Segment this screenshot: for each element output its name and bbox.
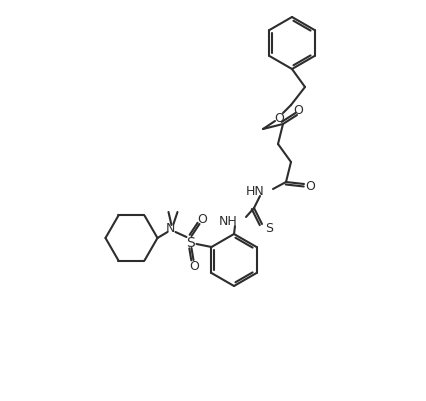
Text: S: S bbox=[265, 222, 272, 235]
Text: S: S bbox=[186, 235, 194, 249]
Text: NH: NH bbox=[219, 215, 237, 228]
Text: N: N bbox=[165, 222, 175, 235]
Text: O: O bbox=[189, 260, 199, 273]
Text: O: O bbox=[197, 213, 207, 226]
Text: O: O bbox=[273, 111, 283, 124]
Text: HN: HN bbox=[246, 185, 265, 198]
Text: O: O bbox=[292, 104, 302, 117]
Text: O: O bbox=[304, 180, 314, 193]
